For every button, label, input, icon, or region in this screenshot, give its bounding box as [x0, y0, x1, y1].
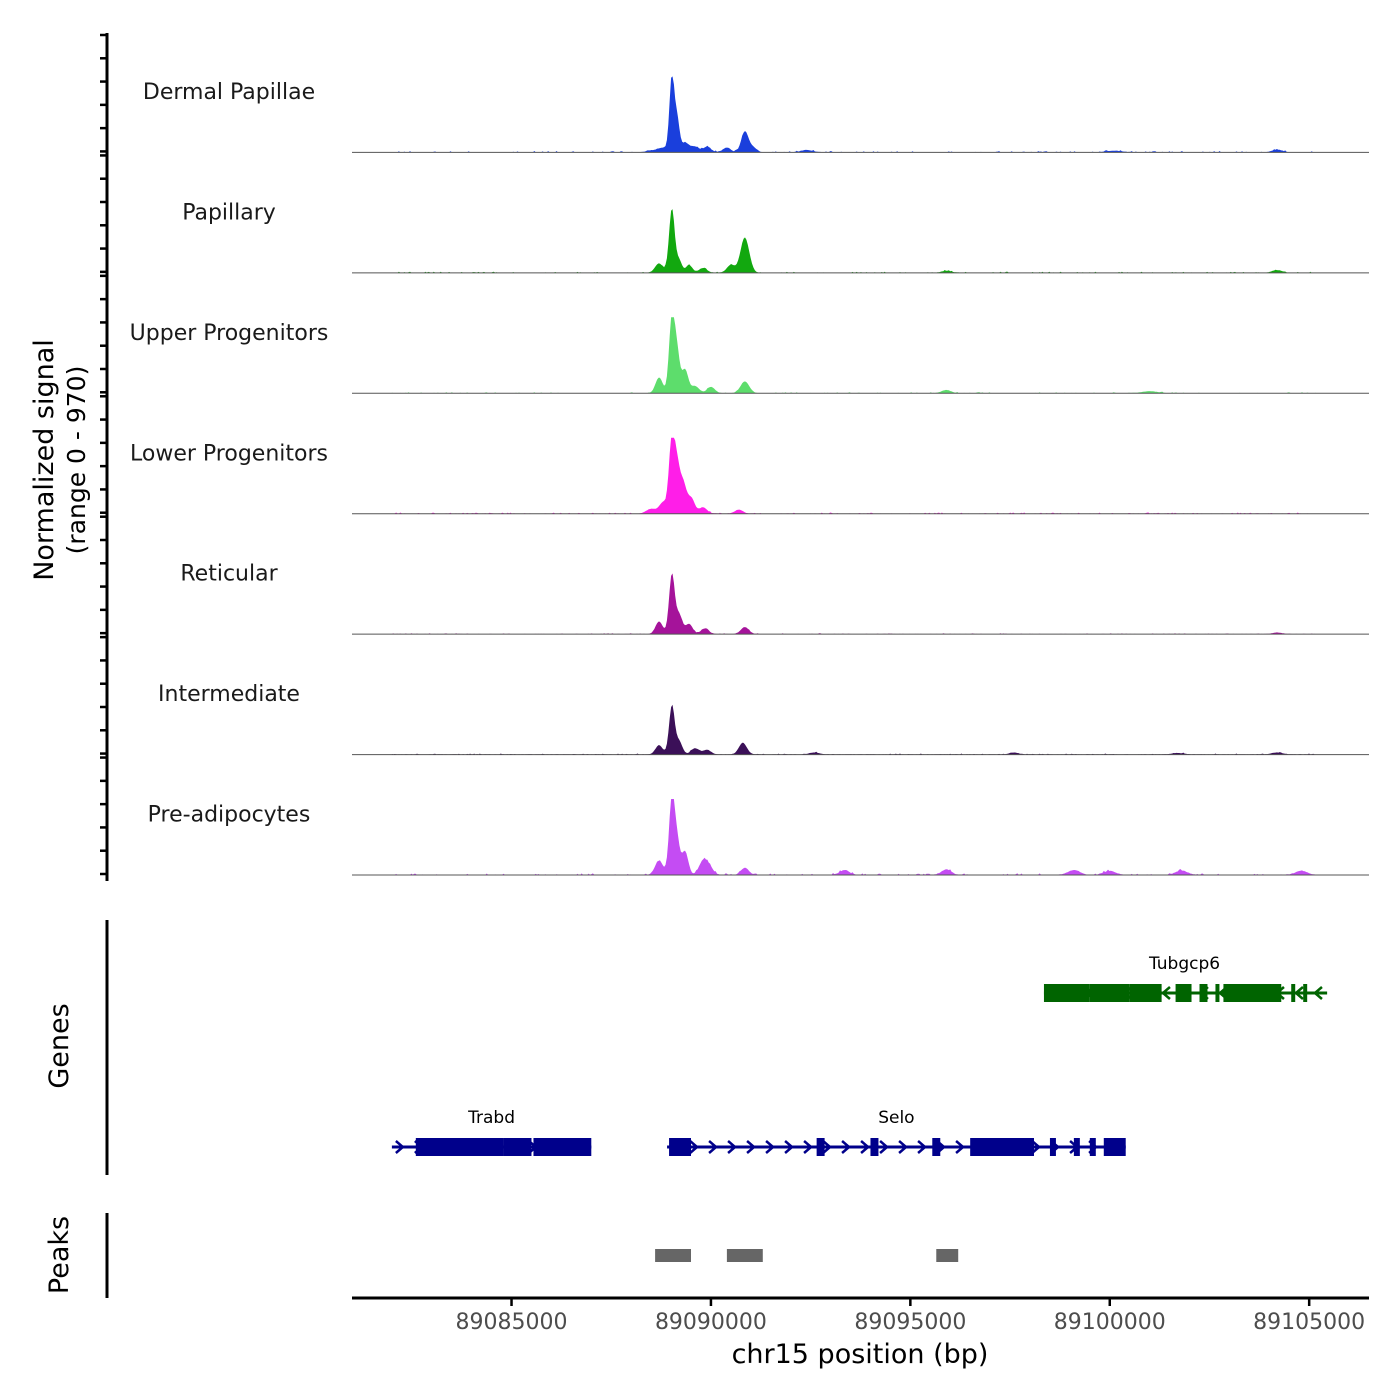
x-tick-label: 89085000 — [456, 1310, 568, 1335]
strand-chevron — [1313, 986, 1323, 1000]
strand-chevron — [841, 1140, 851, 1154]
gene-track: Tubgcp6 Trabd Selo — [391, 954, 1328, 1156]
gene-exon — [1043, 984, 1090, 1002]
track-6: Pre-adipocytes — [148, 799, 1369, 876]
y-axis-label-line1: Normalized signal — [29, 339, 60, 581]
gene-selo: Selo — [667, 1108, 1126, 1156]
strand-chevron — [395, 1140, 405, 1154]
track-label: Lower Progenitors — [130, 441, 328, 466]
strand-chevron — [689, 1140, 699, 1154]
coverage-area — [391, 76, 1316, 153]
x-tick-label: 89100000 — [1054, 1310, 1166, 1335]
x-tick-label: 89095000 — [854, 1310, 966, 1335]
track-4: Reticular — [180, 562, 1369, 635]
gene-exon — [1175, 984, 1192, 1002]
strand-chevron — [917, 1140, 927, 1154]
gene-exon — [816, 1138, 825, 1156]
coverage-y-axis — [100, 33, 109, 881]
gene-exon — [932, 1138, 941, 1156]
strand-chevron — [822, 1140, 832, 1154]
gene-exon — [1089, 1138, 1096, 1156]
called-peak — [726, 1249, 763, 1262]
coverage-tracks: Dermal Papillae Papillary Upper Progenitor… — [130, 76, 1369, 876]
strand-chevron — [1294, 986, 1304, 1000]
strand-chevron — [1161, 986, 1171, 1000]
gene-exon — [970, 1138, 1034, 1156]
gene-exon — [1291, 984, 1296, 1002]
gene-exon — [503, 1138, 532, 1156]
gene-exon — [1049, 1138, 1056, 1156]
gene-exon — [1073, 1138, 1080, 1156]
track-label: Papillary — [182, 200, 276, 225]
called-peak — [655, 1249, 691, 1262]
coverage-area — [391, 317, 1316, 394]
strand-chevron — [708, 1140, 718, 1154]
gene-name: Tubgcp6 — [1148, 954, 1220, 974]
gene-exon — [1215, 984, 1220, 1002]
track-label: Reticular — [180, 562, 278, 587]
track-5: Intermediate — [158, 682, 1369, 756]
gene-exon — [1089, 984, 1130, 1002]
track-2: Upper Progenitors — [130, 317, 1369, 394]
strand-chevron — [1031, 1140, 1041, 1154]
gene-trabd: Trabd — [391, 1108, 592, 1156]
peak-track — [655, 1249, 959, 1262]
called-peak — [936, 1249, 959, 1262]
coverage-area — [391, 209, 1316, 273]
peaks-track-label: Peaks — [44, 1216, 75, 1294]
gene-exon — [1199, 984, 1208, 1002]
gene-exon — [870, 1138, 879, 1156]
gene-name: Trabd — [467, 1108, 515, 1128]
track-label: Pre-adipocytes — [148, 803, 311, 828]
track-0: Dermal Papillae — [143, 76, 1369, 153]
track-1: Papillary — [182, 200, 1369, 274]
strand-chevron — [765, 1140, 775, 1154]
coverage-area — [391, 437, 1316, 514]
strand-chevron — [955, 1140, 965, 1154]
strand-chevron — [803, 1140, 813, 1154]
x-axis: 89085000 89090000 89095000 89100000 89105000 — [352, 1296, 1369, 1335]
gene-tubgcp6: Tubgcp6 — [1043, 954, 1328, 1002]
track-3: Lower Progenitors — [130, 437, 1369, 515]
coverage-area — [391, 573, 1316, 635]
x-axis-title: chr15 position (bp) — [732, 1339, 989, 1370]
gene-exon — [533, 1138, 592, 1156]
gene-exon — [415, 1138, 504, 1156]
gene-exon — [1103, 1138, 1126, 1156]
track-label: Dermal Papillae — [143, 80, 315, 105]
y-axis-label-line2: (range 0 - 970) — [62, 366, 91, 555]
coverage-area — [391, 799, 1316, 875]
strand-chevron — [784, 1140, 794, 1154]
strand-chevron — [860, 1140, 870, 1154]
gene-exon — [1223, 984, 1282, 1002]
track-label: Intermediate — [158, 682, 300, 707]
strand-chevron — [746, 1140, 756, 1154]
gene-name: Selo — [878, 1108, 914, 1128]
strand-chevron — [879, 1140, 889, 1154]
x-tick-label: 89105000 — [1253, 1310, 1365, 1335]
strand-chevron — [727, 1140, 737, 1154]
genes-track-label: Genes — [44, 1003, 75, 1088]
x-tick-label: 89090000 — [655, 1310, 767, 1335]
track-label: Upper Progenitors — [130, 321, 329, 346]
gene-exon — [1303, 984, 1308, 1002]
gene-exon — [1129, 984, 1162, 1002]
coverage-area — [391, 704, 1316, 755]
gene-exon — [669, 1138, 691, 1156]
strand-chevron — [898, 1140, 908, 1154]
